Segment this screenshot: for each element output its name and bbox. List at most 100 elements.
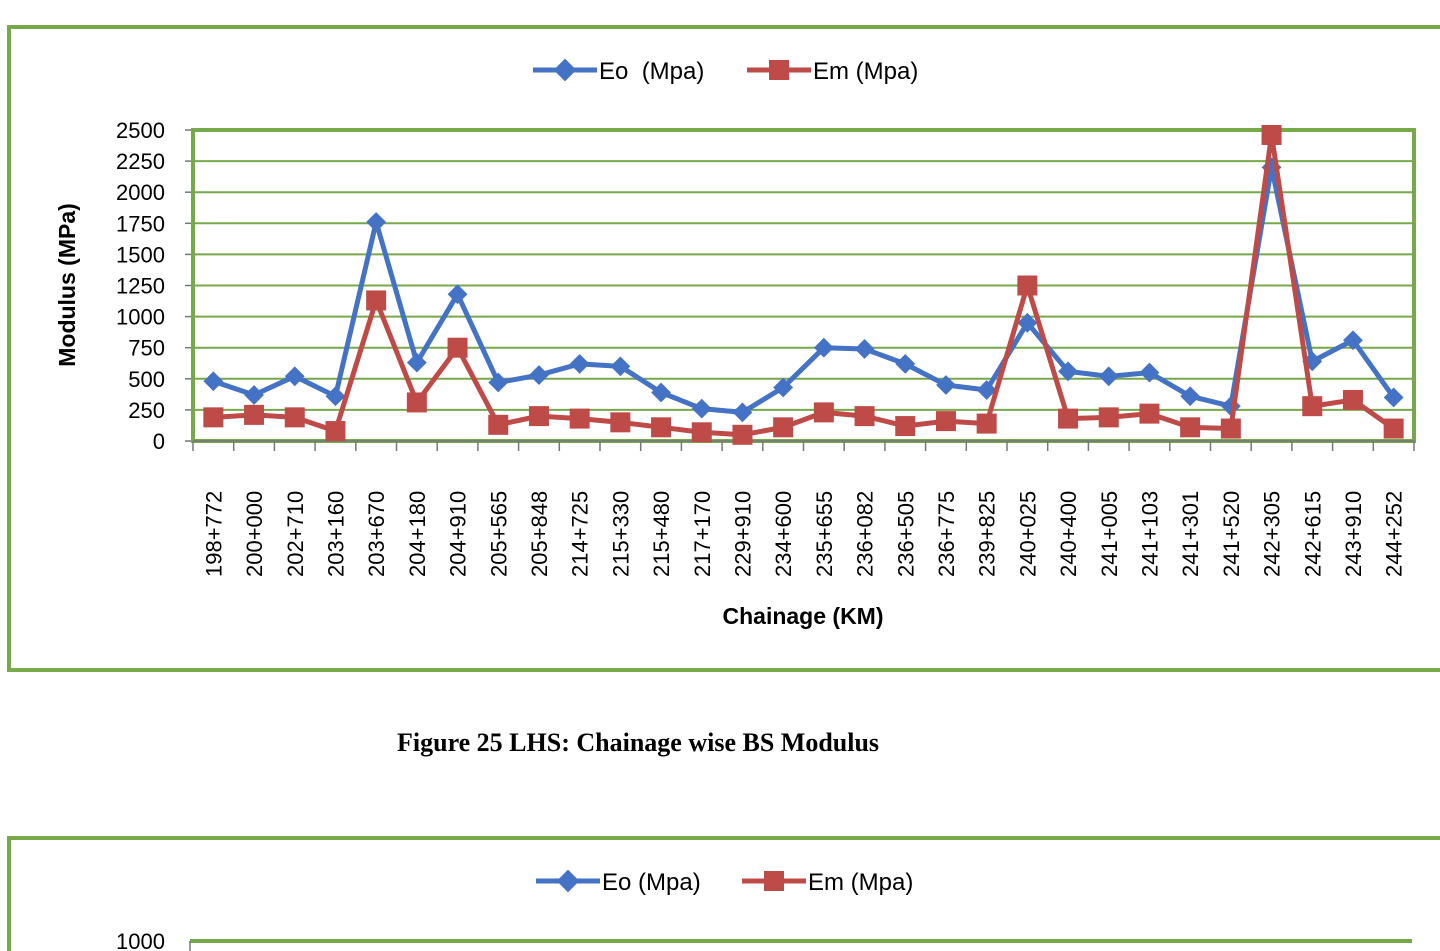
chart-1-y-axis-label: Modulus (MPa) <box>54 203 80 367</box>
x-tick-label: 204+910 <box>446 491 471 577</box>
x-tick-label: 202+710 <box>283 491 308 577</box>
data-point-eo <box>1343 330 1363 351</box>
legend-diamond-marker <box>556 869 580 893</box>
x-tick-label: 214+725 <box>568 491 593 577</box>
chart-1-x-tick-labels: 198+772 200+000 202+710 203+160 203+670 204+1… <box>201 491 1406 577</box>
x-tick-label: 239+825 <box>975 491 1000 577</box>
data-point-eo <box>651 382 671 403</box>
x-tick-label: 215+330 <box>608 491 633 577</box>
x-tick-label: 203+670 <box>364 491 389 577</box>
data-point-em <box>325 421 346 442</box>
x-tick-label: 242+305 <box>1260 491 1285 577</box>
data-point-eo <box>203 371 224 392</box>
x-tick-label: 241+301 <box>1178 491 1203 577</box>
legend-square-marker <box>769 60 789 80</box>
data-point-em <box>244 404 265 425</box>
chart-1-x-axis-label: Chainage (KM) <box>723 603 884 629</box>
data-point-em <box>732 424 753 445</box>
data-point-eo <box>447 284 468 305</box>
data-point-em <box>1139 403 1160 424</box>
data-point-eo <box>1017 312 1038 333</box>
data-point-em <box>528 406 549 427</box>
x-tick-label: 241+005 <box>1097 491 1122 577</box>
legend-item-eo: Eo (Mpa) <box>533 58 704 85</box>
legend-label-em: Em (Mpa) <box>808 869 913 896</box>
x-tick-label: 241+103 <box>1137 491 1162 577</box>
data-point-eo <box>691 398 712 419</box>
data-point-eo <box>976 380 997 400</box>
y-tick-label: 1000 <box>116 305 165 330</box>
x-tick-label: 204+180 <box>405 491 430 577</box>
y-tick-label: 1250 <box>116 274 165 299</box>
data-point-em <box>488 414 509 435</box>
data-point-em <box>569 408 590 429</box>
data-point-eo <box>813 337 834 358</box>
data-point-eo <box>610 356 631 377</box>
data-point-em <box>1302 396 1323 417</box>
x-tick-label: 236+775 <box>934 491 959 577</box>
x-tick-label: 241+520 <box>1219 491 1244 577</box>
chart-2-legend: Eo (Mpa) Em (Mpa) <box>536 869 913 896</box>
x-tick-label: 235+655 <box>812 491 837 577</box>
x-tick-label: 200+000 <box>242 491 267 577</box>
x-tick-label: 236+505 <box>893 491 918 577</box>
x-tick-label: 217+170 <box>690 491 715 577</box>
data-point-eo <box>1180 386 1201 407</box>
data-point-em <box>1180 417 1201 438</box>
x-tick-label: 205+565 <box>486 491 511 577</box>
y-tick-label: 2500 <box>116 118 165 143</box>
data-point-eo <box>244 385 264 405</box>
data-point-eo <box>854 339 875 359</box>
chart-1-y-tick-labels: 0 250 500 750 1000 1250 1500 1750 2000 2250 2500 <box>116 118 165 454</box>
data-point-em <box>1017 275 1038 296</box>
x-tick-label: 198+772 <box>201 491 226 577</box>
data-point-eo <box>1098 366 1119 387</box>
data-point-eo <box>325 386 346 407</box>
x-tick-label: 229+910 <box>730 491 755 577</box>
y-tick-label: 2250 <box>116 149 165 174</box>
chart-1-border <box>7 25 1440 672</box>
data-point-em <box>1383 418 1404 439</box>
data-point-eo <box>366 212 387 232</box>
x-tick-label: 244+252 <box>1382 491 1407 577</box>
y-tick-label: 500 <box>128 367 165 392</box>
x-tick-label: 236+082 <box>853 491 878 577</box>
y-tick-label: 750 <box>128 336 165 361</box>
data-point-em <box>406 392 427 413</box>
data-point-em <box>773 417 794 438</box>
data-point-eo <box>569 353 590 374</box>
data-point-eo <box>936 375 956 395</box>
chart-2-border <box>7 836 1440 951</box>
legend-item-em: Em (Mpa) <box>747 58 918 85</box>
data-point-eo <box>406 352 427 373</box>
data-point-eo <box>895 353 916 374</box>
y-tick-label: 1500 <box>116 242 165 267</box>
data-point-em <box>976 413 997 434</box>
data-point-em <box>447 337 468 358</box>
data-point-em <box>1098 407 1119 428</box>
legend-square-marker <box>764 871 784 891</box>
legend-label-eo: Eo (Mpa) <box>599 58 704 85</box>
chart-1-series <box>203 124 1404 445</box>
x-tick-label: 240+025 <box>1015 491 1040 577</box>
x-tick-label: 234+600 <box>771 491 796 577</box>
data-point-em <box>203 407 224 428</box>
chart-1-legend: Eo (Mpa) Em (Mpa) <box>533 58 918 85</box>
legend-label-em: Em (Mpa) <box>813 58 918 85</box>
data-point-eo <box>1139 362 1160 383</box>
data-point-em <box>1342 389 1363 410</box>
x-tick-label: 203+160 <box>323 491 348 577</box>
x-tick-label: 242+615 <box>1300 491 1325 577</box>
data-point-em <box>854 406 875 427</box>
data-point-eo <box>529 365 549 385</box>
data-point-eo <box>1383 387 1404 408</box>
data-point-em <box>366 290 387 311</box>
legend-item-em: Em (Mpa) <box>742 869 913 896</box>
chart-1-x-axis <box>192 440 1415 451</box>
legend-label-eo: Eo (Mpa) <box>602 869 701 896</box>
chart-2-y-tick-label: 1000 <box>116 929 165 951</box>
data-point-em <box>1058 408 1079 429</box>
data-point-eo <box>488 372 509 393</box>
data-point-eo <box>773 377 794 398</box>
